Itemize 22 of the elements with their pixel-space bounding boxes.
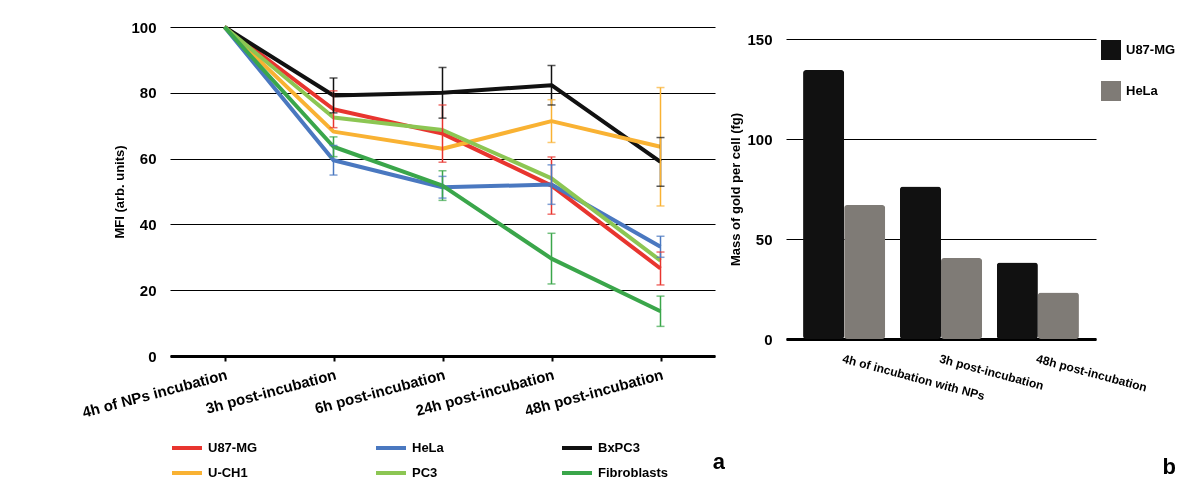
y-tick-label: 100: [131, 18, 157, 36]
y-tick-label: 40: [139, 215, 157, 233]
legend-label: Fibroblasts: [598, 465, 669, 480]
y-tick-label: 60: [139, 150, 157, 168]
text: b: [1162, 454, 1176, 479]
legend-label: U-CH1: [208, 465, 248, 480]
y-tick-label: 100: [747, 130, 773, 148]
legend-label: HeLa: [1126, 83, 1159, 98]
y-tick-label: 0: [148, 347, 157, 365]
legend-label: U87-MG: [208, 440, 258, 455]
y-tick-label: 50: [755, 230, 773, 248]
y-tick-label: 150: [747, 30, 773, 48]
y-tick-label: 0: [764, 330, 773, 348]
y-axis-title: Mass of gold per cell (fg): [728, 112, 744, 267]
legend-label: PC3: [412, 465, 438, 480]
legend-label: HeLa: [412, 440, 445, 455]
y-tick-label: 80: [139, 84, 157, 102]
legend-label: BxPC3: [598, 440, 640, 455]
text: a: [712, 449, 726, 474]
y-axis-title: MFI (arb. units): [112, 145, 128, 239]
legend-label: U87-MG: [1126, 42, 1176, 57]
y-tick-label: 20: [139, 281, 157, 299]
